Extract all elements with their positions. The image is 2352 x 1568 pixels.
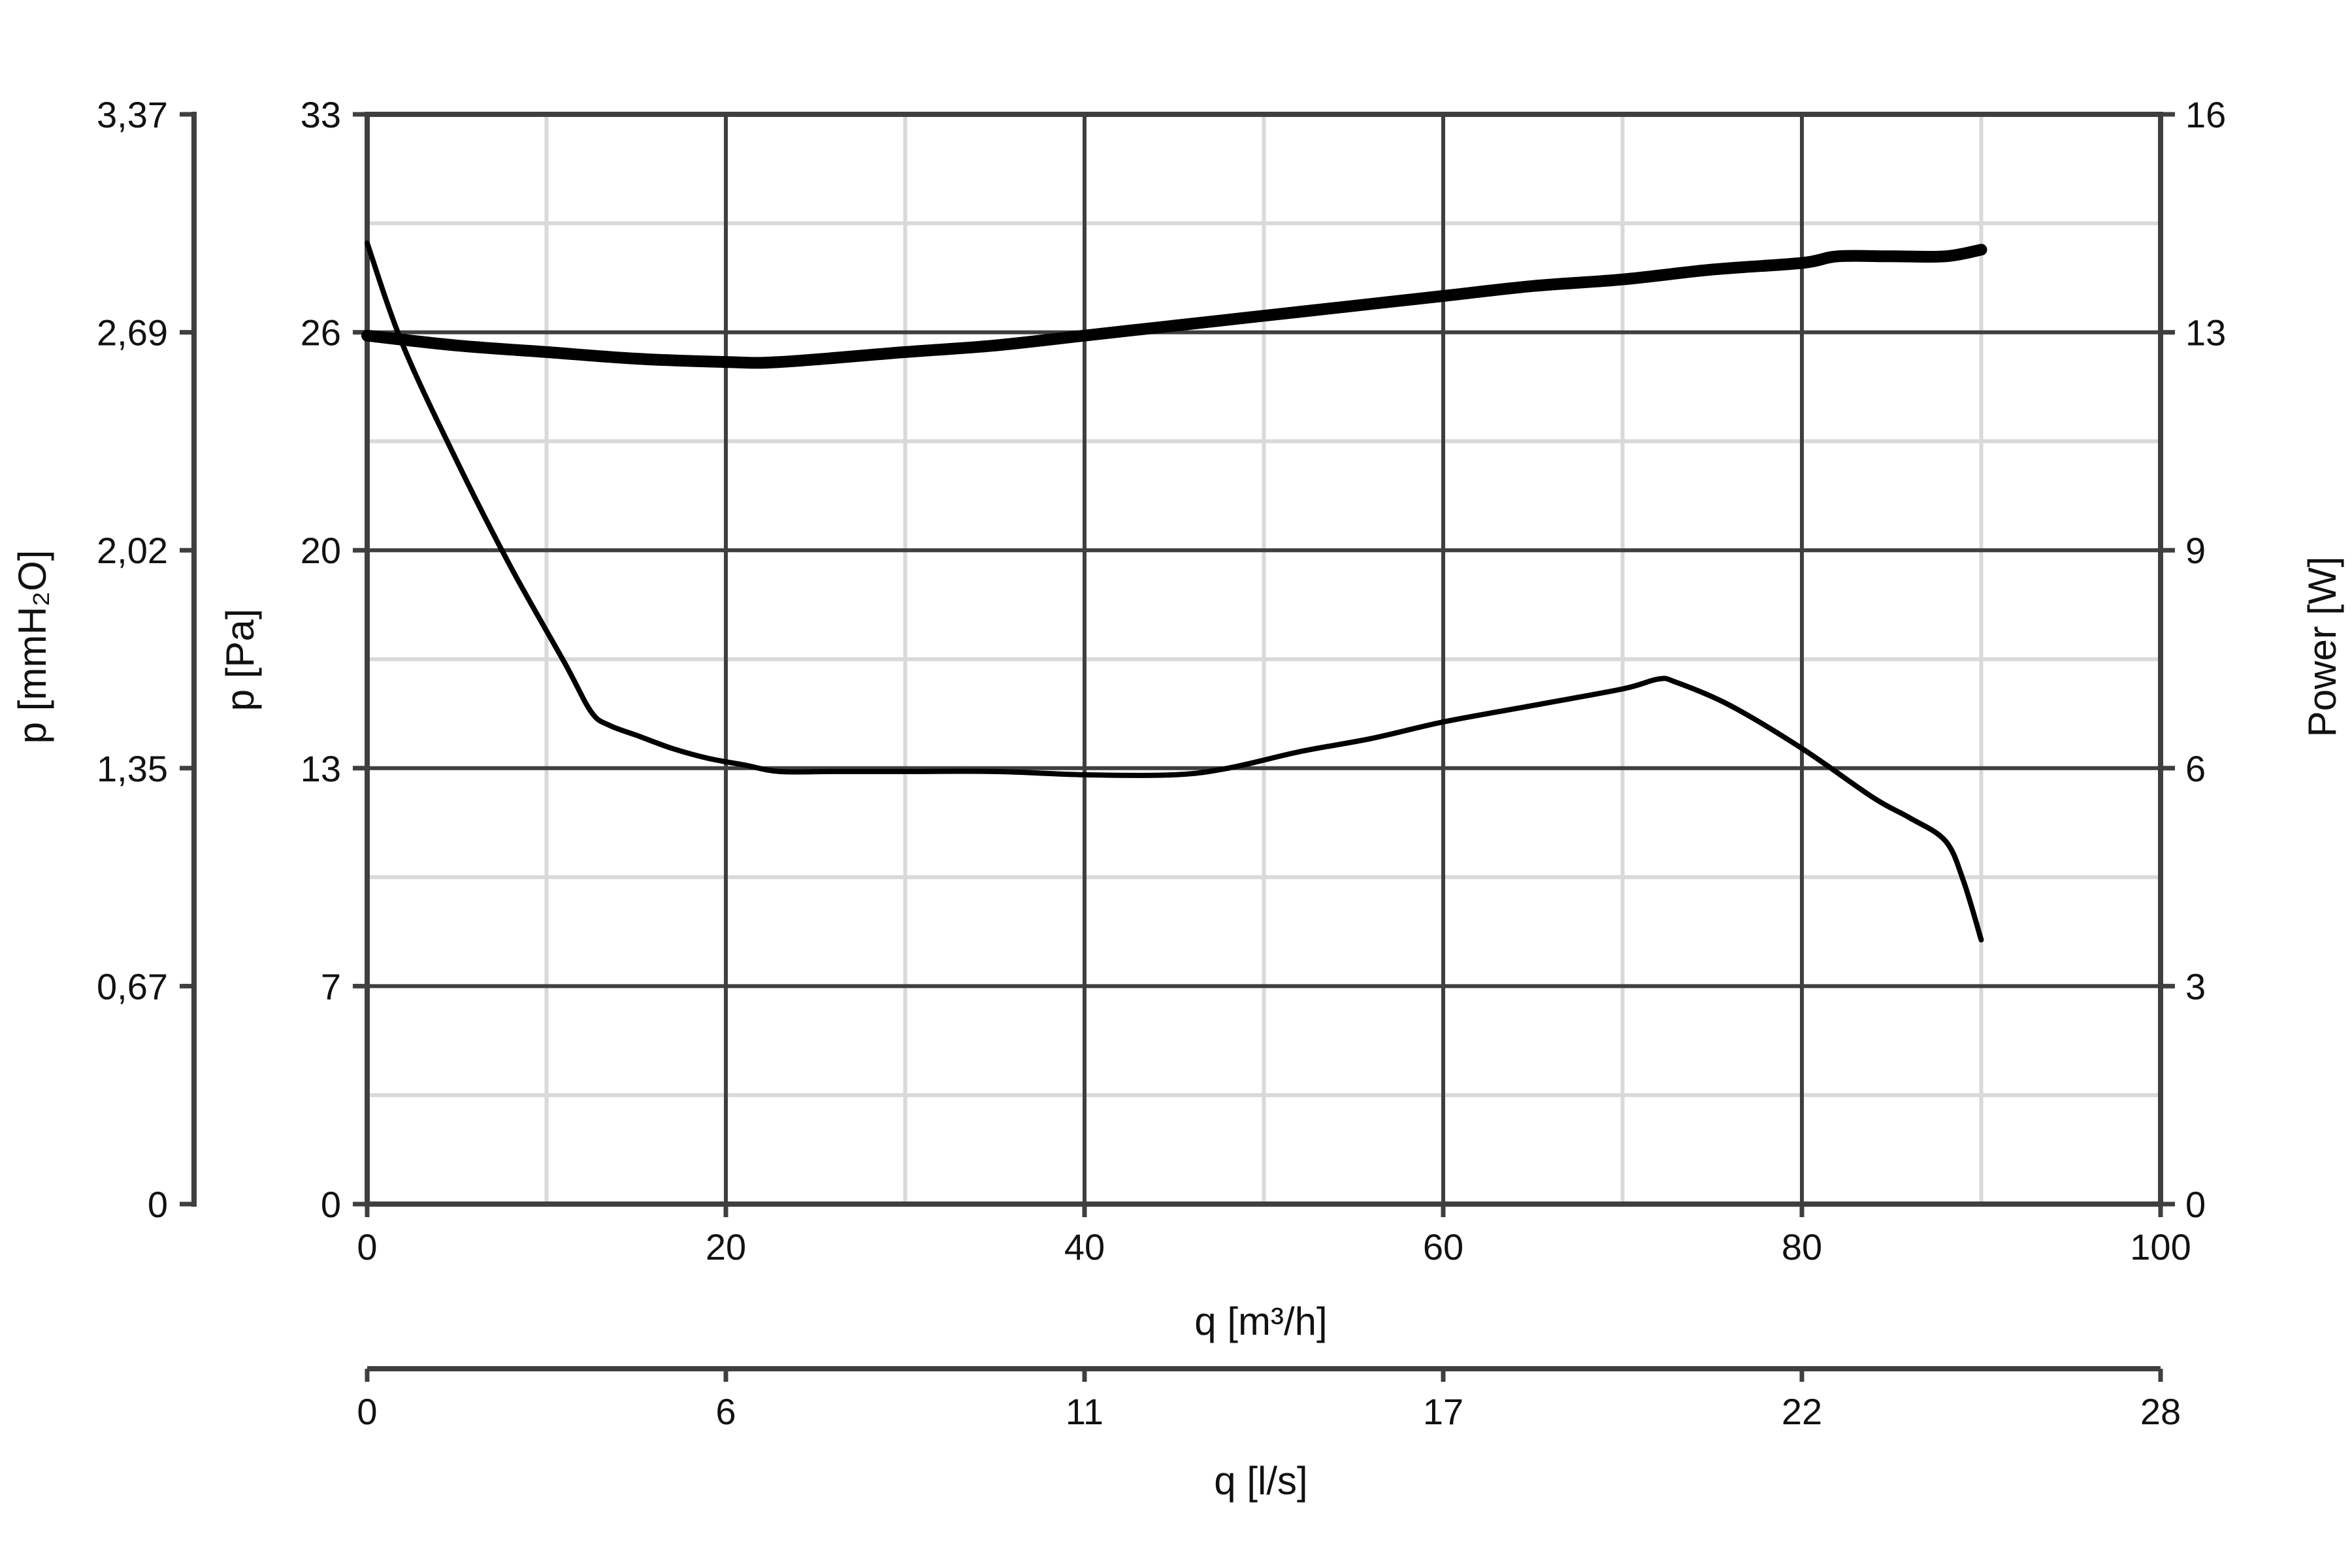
- y-left-tick-label: 33: [301, 94, 341, 135]
- y-left-tick-label: 7: [321, 966, 341, 1007]
- y-far-left-tick-label: 3,37: [97, 94, 168, 135]
- y-far-left-tick-label: 2,69: [97, 312, 168, 353]
- x-secondary-tick-label: 28: [2140, 1391, 2181, 1432]
- x-tick-label: 0: [357, 1226, 377, 1267]
- y-right-tick-label: 3: [2185, 966, 2206, 1007]
- x-tick-label: 60: [1423, 1226, 1463, 1267]
- x-tick-label: 100: [2130, 1226, 2191, 1267]
- x-tick-label: 40: [1064, 1226, 1105, 1267]
- series-layer: [361, 240, 1987, 943]
- x-secondary-tick-label: 11: [1066, 1391, 1103, 1432]
- x-secondary-tick-label: 22: [1782, 1391, 1822, 1432]
- axes: [180, 112, 2175, 1382]
- x-secondary-tick-label: 17: [1423, 1391, 1463, 1432]
- y-right-tick-label: 16: [2185, 94, 2226, 135]
- series-line-1: [365, 240, 1984, 943]
- y-far-left-tick-label: 0,67: [97, 966, 168, 1007]
- y-right-tick-label: 13: [2185, 312, 2226, 353]
- plot-frame: [365, 112, 2163, 1207]
- x-tick-label: 80: [1782, 1226, 1822, 1267]
- y-left-tick-label: 20: [301, 530, 341, 571]
- y-far-left-tick-label: 1,35: [97, 748, 168, 789]
- tick-labels: 0 7 13 20 26 33 0 3 6 9 13 16 0 0,67 1,35 2,02 2,69 3,37 0…: [97, 94, 2226, 1432]
- x-axis-title: q [m³/h]: [1194, 1299, 1327, 1343]
- y-axis-left-title: p [Pa]: [218, 609, 262, 711]
- major-gridlines: [367, 114, 2161, 1204]
- series-line-2: [361, 244, 1987, 369]
- y-axis-far-left-title: p [mmH₂O]: [10, 550, 54, 744]
- y-axis-right-title: Power [W]: [2300, 557, 2344, 738]
- x-secondary-tick-label: 6: [715, 1391, 736, 1432]
- x-tick-label: 20: [706, 1226, 746, 1267]
- y-left-tick-label: 26: [301, 312, 341, 353]
- y-left-tick-label: 0: [321, 1184, 341, 1225]
- x-secondary-tick-label: 0: [357, 1391, 377, 1432]
- y-right-tick-label: 0: [2185, 1184, 2206, 1225]
- y-left-tick-label: 13: [301, 748, 341, 789]
- y-far-left-tick-label: 0: [148, 1184, 168, 1225]
- x-axis-secondary-title: q [l/s]: [1214, 1459, 1307, 1503]
- minor-gridlines: [367, 114, 2161, 1204]
- y-right-tick-label: 9: [2185, 530, 2206, 571]
- y-far-left-tick-label: 2,02: [97, 530, 168, 571]
- y-right-tick-label: 6: [2185, 748, 2206, 789]
